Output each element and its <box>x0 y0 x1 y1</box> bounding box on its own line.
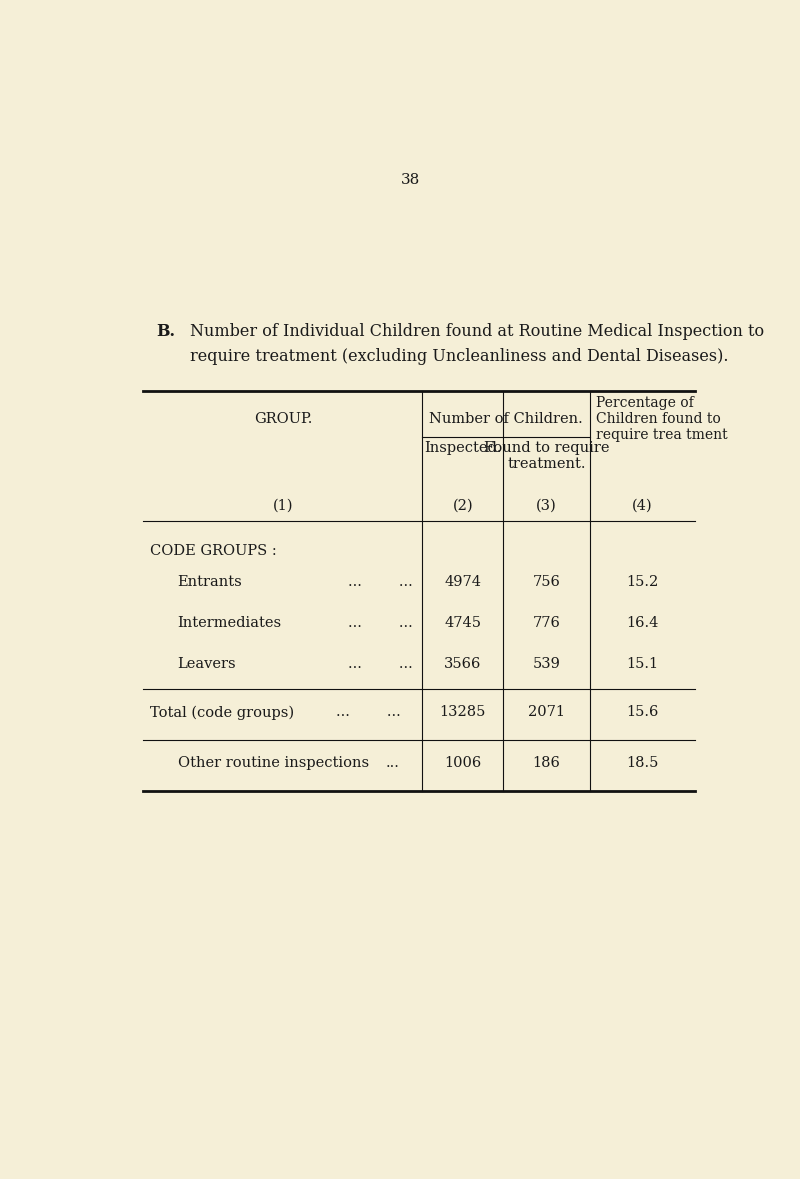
Text: ...        ...: ... ... <box>348 617 413 631</box>
Text: 539: 539 <box>533 657 560 671</box>
Text: Other routine inspections: Other routine inspections <box>178 756 369 770</box>
Text: CODE GROUPS :: CODE GROUPS : <box>150 544 276 558</box>
Text: 4974: 4974 <box>444 575 482 590</box>
Text: (3): (3) <box>536 499 557 512</box>
Text: 3566: 3566 <box>444 657 482 671</box>
Text: 18.5: 18.5 <box>626 756 658 770</box>
Text: 16.4: 16.4 <box>626 617 658 631</box>
Text: 2071: 2071 <box>528 705 565 719</box>
Text: GROUP.: GROUP. <box>254 411 312 426</box>
Text: Number of Children.: Number of Children. <box>430 411 583 426</box>
Text: (1): (1) <box>273 499 293 512</box>
Text: ...        ...: ... ... <box>348 657 413 671</box>
Text: 13285: 13285 <box>439 705 486 719</box>
Text: Found to require
treatment.: Found to require treatment. <box>484 441 609 472</box>
Text: 15.6: 15.6 <box>626 705 658 719</box>
Text: Leavers: Leavers <box>178 657 236 671</box>
Text: 38: 38 <box>400 173 420 187</box>
Text: Intermediates: Intermediates <box>178 617 282 631</box>
Text: (2): (2) <box>452 499 473 512</box>
Text: 1006: 1006 <box>444 756 482 770</box>
Text: 186: 186 <box>533 756 560 770</box>
Text: 756: 756 <box>533 575 560 590</box>
Text: 15.1: 15.1 <box>626 657 658 671</box>
Text: ...        ...: ... ... <box>336 705 400 719</box>
Text: Entrants: Entrants <box>178 575 242 590</box>
Text: 15.2: 15.2 <box>626 575 658 590</box>
Text: Inspected.: Inspected. <box>424 441 502 455</box>
Text: Total (code groups): Total (code groups) <box>150 705 294 719</box>
Text: B.: B. <box>156 323 175 340</box>
Text: Number of Individual Children found at Routine Medical Inspection to: Number of Individual Children found at R… <box>190 323 764 340</box>
Text: 776: 776 <box>533 617 560 631</box>
Text: ...: ... <box>386 756 399 770</box>
Text: Percentage of
Children found to
require trea tment: Percentage of Children found to require … <box>596 396 728 442</box>
Text: (4): (4) <box>632 499 653 512</box>
Text: 4745: 4745 <box>444 617 482 631</box>
Text: require treatment (excluding Uncleanliness and Dental Diseases).: require treatment (excluding Uncleanline… <box>190 349 728 365</box>
Text: ...        ...: ... ... <box>348 575 413 590</box>
